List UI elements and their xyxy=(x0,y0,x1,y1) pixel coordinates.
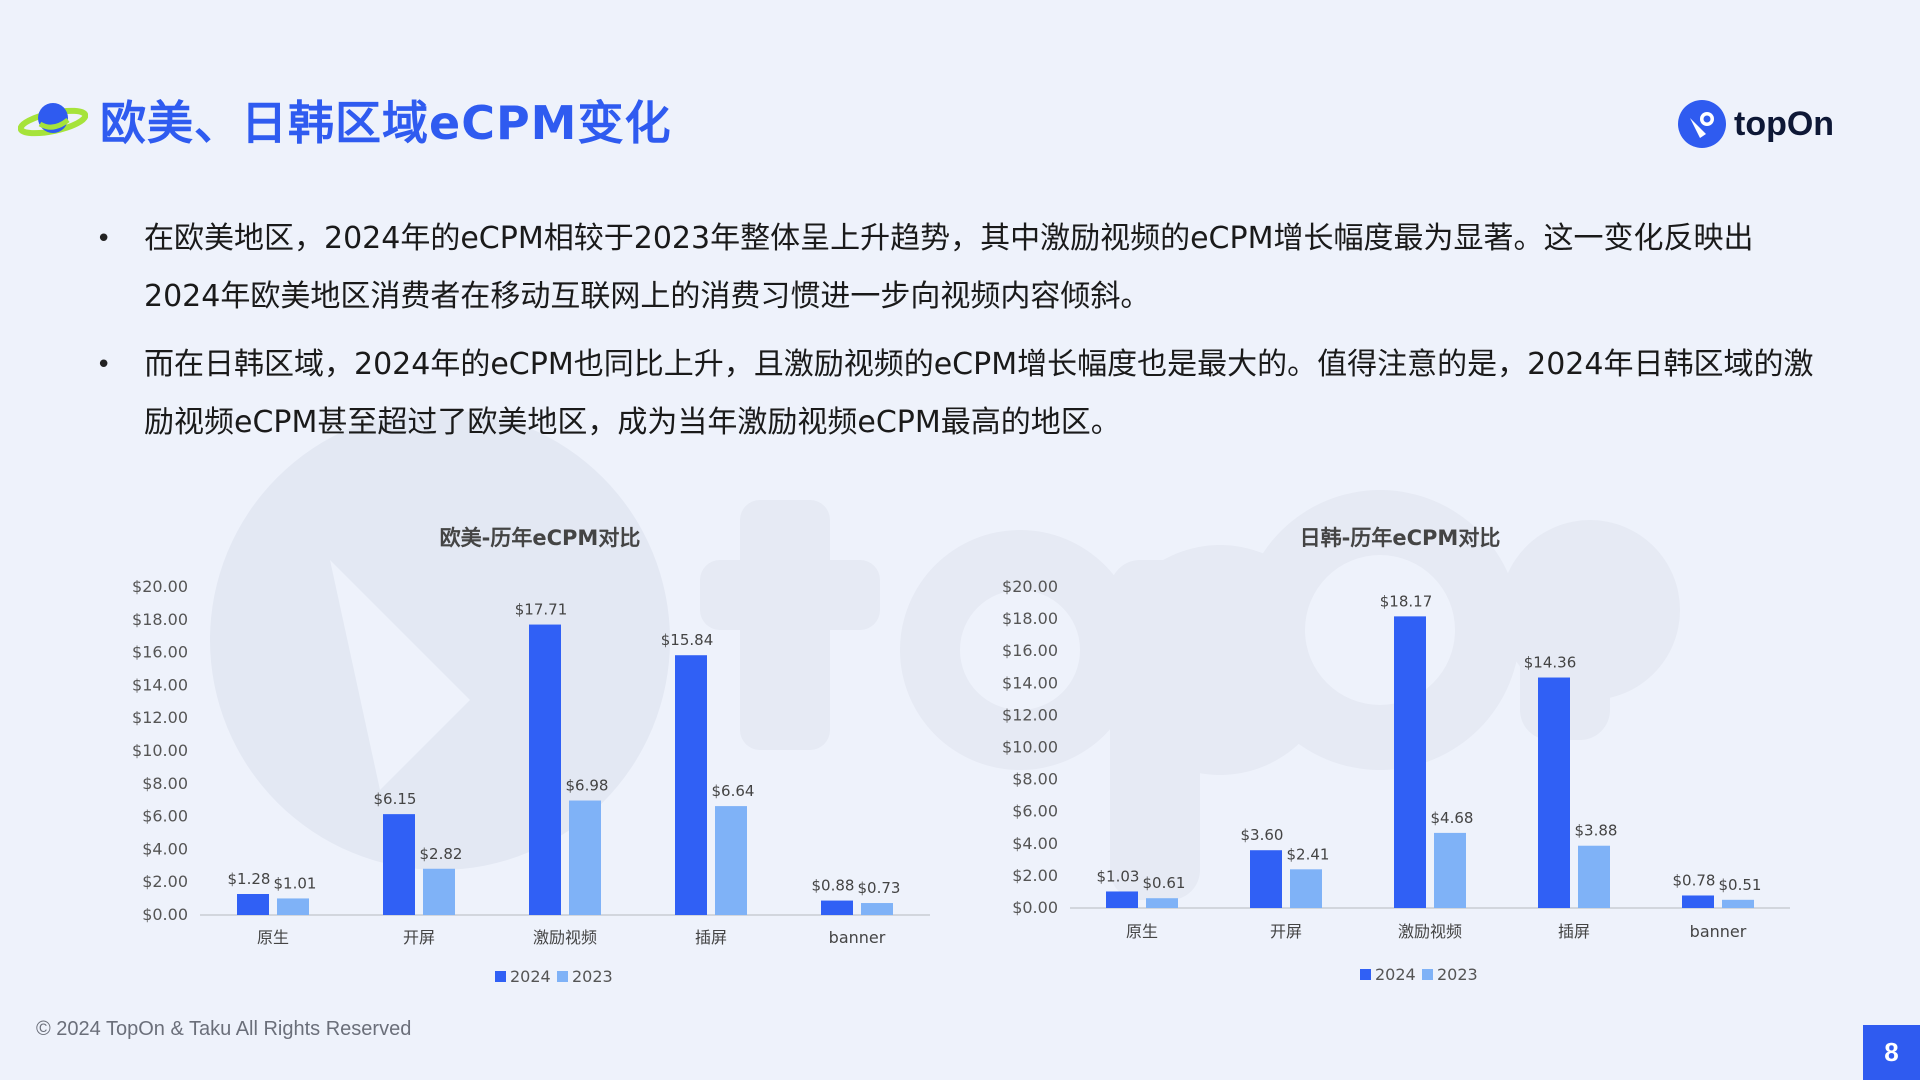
bullet-list: 在欧美地区，2024年的eCPM相较于2023年整体呈上升趋势，其中激励视频的e… xyxy=(96,210,1816,462)
legend-label: 2023 xyxy=(1437,965,1478,984)
y-tick-label: $12.00 xyxy=(132,708,188,727)
chart-title: 日韩-历年eCPM对比 xyxy=(1300,526,1501,550)
chart-japan-korea: 日韩-历年eCPM对比 $0.00 $2.00 $4.00 $6.00 $8.00 $10.… xyxy=(990,515,1810,999)
y-tick-label: $10.00 xyxy=(132,741,188,760)
legend-label: 2024 xyxy=(1375,965,1416,984)
y-tick-label: $4.00 xyxy=(142,839,188,858)
bullet-item: 而在日韩区域，2024年的eCPM也同比上升，且激励视频的eCPM增长幅度也是最… xyxy=(96,336,1816,452)
y-tick-label: $6.00 xyxy=(1012,802,1058,821)
x-category-label: 开屏 xyxy=(403,928,435,947)
legend-swatch-2023 xyxy=(1422,969,1433,980)
y-tick-label: $18.00 xyxy=(1002,609,1058,628)
y-tick-label: $16.00 xyxy=(132,643,188,662)
bar-2024 xyxy=(1106,891,1138,908)
x-category-label: 开屏 xyxy=(1270,922,1302,941)
data-label: $1.01 xyxy=(274,874,317,892)
bar-2023 xyxy=(861,903,893,915)
bar-2024 xyxy=(821,900,853,915)
bar-2024 xyxy=(237,894,269,915)
y-tick-label: $14.00 xyxy=(132,675,188,694)
bar-2023 xyxy=(569,800,601,915)
y-tick-label: $20.00 xyxy=(1002,577,1058,596)
data-label: $1.28 xyxy=(228,870,271,888)
data-label: $3.88 xyxy=(1575,822,1618,840)
data-label: $18.17 xyxy=(1380,592,1433,610)
data-label: $0.51 xyxy=(1719,876,1762,894)
brand-logo: topOn xyxy=(1676,98,1834,150)
y-tick-label: $16.00 xyxy=(1002,641,1058,660)
data-label: $6.64 xyxy=(712,782,755,800)
legend-swatch-2023 xyxy=(557,971,568,982)
data-label: $14.36 xyxy=(1524,654,1577,672)
y-tick-label: $2.00 xyxy=(1012,866,1058,885)
data-label: $2.82 xyxy=(420,845,463,863)
bar-2024 xyxy=(529,624,561,915)
bar-2023 xyxy=(1146,898,1178,908)
data-label: $6.98 xyxy=(566,777,609,795)
bar-2023 xyxy=(1290,869,1322,908)
x-category-label: banner xyxy=(829,928,886,947)
y-tick-label: $0.00 xyxy=(142,905,188,924)
data-label: $6.15 xyxy=(374,790,417,808)
x-category-label: 原生 xyxy=(1126,922,1158,941)
bar-2024 xyxy=(1250,850,1282,908)
bar-2023 xyxy=(1578,845,1610,908)
x-category-label: 激励视频 xyxy=(533,928,597,947)
chart-title: 欧美-历年eCPM对比 xyxy=(440,526,641,550)
y-tick-label: $8.00 xyxy=(142,774,188,793)
bar-2023 xyxy=(1434,832,1466,908)
bar-2024 xyxy=(675,655,707,915)
y-tick-label: $18.00 xyxy=(132,610,188,629)
chart-europe-us-svg: 欧美-历年eCPM对比 $0.00 $2.00 $4.00 $6.00 $8.00 $10.… xyxy=(132,526,930,986)
x-category-label: 激励视频 xyxy=(1398,922,1462,941)
bar-2024 xyxy=(1394,616,1426,908)
x-category-label: 原生 xyxy=(257,928,289,947)
topon-logo-icon xyxy=(1678,100,1726,148)
page-title: 欧美、日韩区域eCPM变化 xyxy=(100,96,672,150)
legend-label: 2023 xyxy=(572,967,613,986)
y-tick-label: $8.00 xyxy=(1012,770,1058,789)
data-label: $15.84 xyxy=(661,631,714,649)
y-tick-label: $0.00 xyxy=(1012,898,1058,917)
y-tick-label: $2.00 xyxy=(142,872,188,891)
y-tick-label: $4.00 xyxy=(1012,834,1058,853)
data-label: $0.73 xyxy=(858,879,901,897)
data-label: $0.78 xyxy=(1673,871,1716,889)
bar-2023 xyxy=(1722,899,1754,908)
copyright-text: © 2024 TopOn & Taku All Rights Reserved xyxy=(36,1018,412,1040)
data-label: $2.41 xyxy=(1287,845,1330,863)
bar-2024 xyxy=(1538,677,1570,908)
title-row: 欧美、日韩区域eCPM变化 xyxy=(18,90,671,150)
bullet-item: 在欧美地区，2024年的eCPM相较于2023年整体呈上升趋势，其中激励视频的e… xyxy=(96,210,1816,326)
x-category-label: banner xyxy=(1690,922,1747,941)
y-tick-label: $14.00 xyxy=(1002,673,1058,692)
legend-label: 2024 xyxy=(510,967,551,986)
data-label: $0.61 xyxy=(1143,874,1186,892)
data-label: $3.60 xyxy=(1241,826,1284,844)
bar-2024 xyxy=(1682,895,1714,908)
x-category-label: 插屏 xyxy=(695,928,727,947)
data-label: $1.03 xyxy=(1097,867,1140,885)
bar-2023 xyxy=(277,898,309,915)
brand-name: topOn xyxy=(1734,104,1835,143)
x-category-label: 插屏 xyxy=(1558,922,1590,941)
chart-europe-us: 欧美-历年eCPM对比 $0.00 $2.00 $4.00 $6.00 $8.00 $10.… xyxy=(130,515,950,999)
y-tick-label: $6.00 xyxy=(142,807,188,826)
bar-2023 xyxy=(715,806,747,915)
page-number: 8 xyxy=(1863,1025,1920,1080)
legend-swatch-2024 xyxy=(1360,969,1371,980)
y-tick-label: $10.00 xyxy=(1002,738,1058,757)
data-label: $17.71 xyxy=(515,601,568,619)
planet-icon xyxy=(18,103,88,137)
legend-swatch-2024 xyxy=(495,971,506,982)
y-tick-label: $12.00 xyxy=(1002,705,1058,724)
bar-2024 xyxy=(383,814,415,915)
data-label: $4.68 xyxy=(1431,809,1474,827)
data-label: $0.88 xyxy=(812,877,855,895)
chart-japan-korea-svg: 日韩-历年eCPM对比 $0.00 $2.00 $4.00 $6.00 $8.00 $10.… xyxy=(1002,526,1790,984)
bar-2023 xyxy=(423,868,455,915)
y-tick-label: $20.00 xyxy=(132,577,188,596)
